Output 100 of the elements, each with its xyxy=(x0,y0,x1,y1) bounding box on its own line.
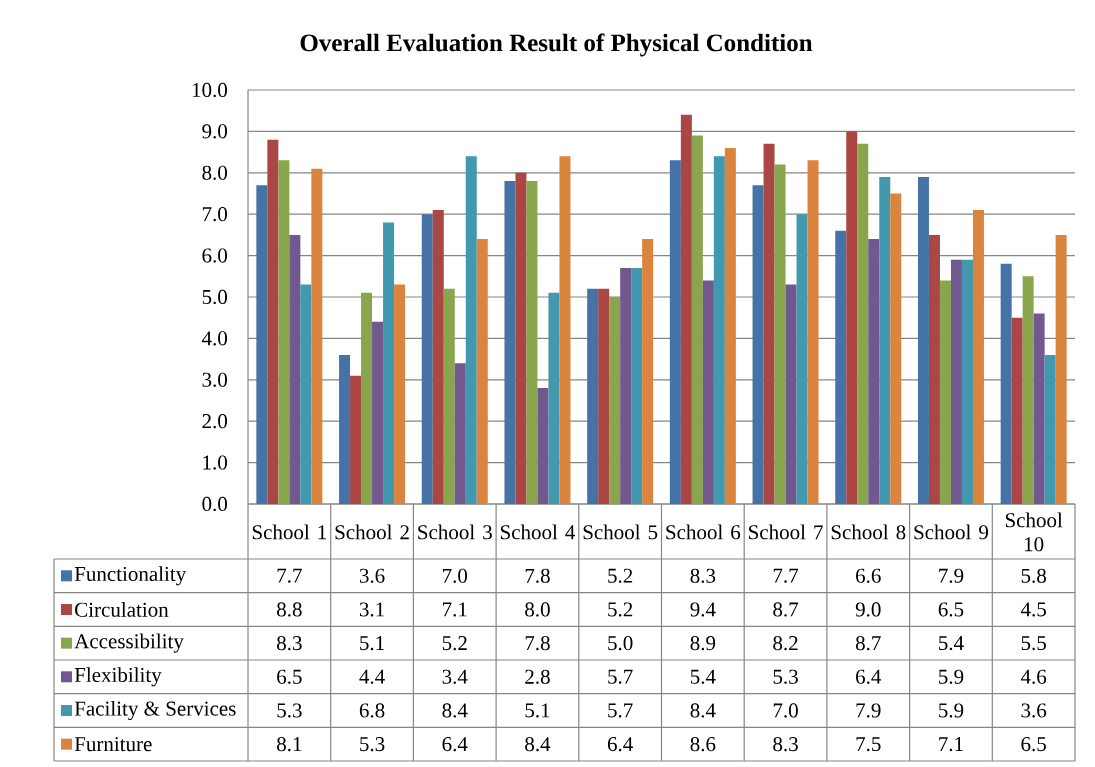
x-tick-label: School 1 xyxy=(252,524,327,540)
bar xyxy=(857,143,869,504)
bar xyxy=(537,388,549,504)
data-label: 5.7 xyxy=(608,703,633,718)
data-label: 5.4 xyxy=(939,636,964,651)
data-label: 8.8 xyxy=(277,602,302,617)
x-tick-label: School 8 xyxy=(831,524,906,540)
bar xyxy=(504,181,516,504)
bar xyxy=(278,160,290,504)
bar xyxy=(785,284,797,504)
bar xyxy=(713,156,725,504)
bar xyxy=(465,156,477,504)
bar xyxy=(526,181,538,504)
bar xyxy=(868,239,880,504)
data-label: 8.3 xyxy=(690,568,716,583)
data-label: 5.5 xyxy=(1021,636,1046,651)
data-label: 6.8 xyxy=(359,703,385,718)
x-tick-label: School 6 xyxy=(666,524,741,540)
y-tick-label: 0.0 xyxy=(202,496,228,512)
data-label: 3.6 xyxy=(359,568,385,583)
bar xyxy=(620,268,632,504)
data-label: 6.6 xyxy=(856,568,881,583)
data-label: 5.3 xyxy=(360,737,385,752)
y-tick-label: 10.0 xyxy=(192,82,228,98)
bar xyxy=(669,160,681,504)
data-label: 8.7 xyxy=(855,636,881,651)
data-label: 5.2 xyxy=(442,636,467,651)
data-label: 7.1 xyxy=(939,737,963,752)
bar xyxy=(702,280,714,504)
data-label: 9.0 xyxy=(855,602,881,617)
data-label: 5.9 xyxy=(939,703,964,718)
data-label: 8.2 xyxy=(773,636,798,651)
x-tick-label: School 3 xyxy=(418,524,492,540)
data-label: 2.8 xyxy=(525,669,550,684)
bar xyxy=(631,268,643,504)
data-label: 3.1 xyxy=(359,602,384,617)
bar xyxy=(724,147,736,504)
data-label: 5.2 xyxy=(608,602,633,617)
bar xyxy=(1055,234,1067,504)
bar xyxy=(835,230,847,504)
bar xyxy=(476,239,488,504)
bar xyxy=(548,292,560,504)
y-tick-label: 2.0 xyxy=(202,414,228,429)
data-label: 5.1 xyxy=(525,703,550,718)
y-tick-label: 5.0 xyxy=(202,289,228,305)
data-label: 5.8 xyxy=(1021,568,1046,583)
data-label: 5.0 xyxy=(608,636,633,651)
bar xyxy=(394,284,406,504)
y-tick-label: 1.0 xyxy=(203,455,228,470)
bar xyxy=(680,114,692,504)
data-label: 8.6 xyxy=(690,737,716,752)
bar xyxy=(383,222,395,504)
data-label: 5.3 xyxy=(277,703,302,718)
data-label: 7.8 xyxy=(525,636,550,651)
y-tick-label: 3.0 xyxy=(202,372,228,387)
bar xyxy=(928,234,940,504)
x-tick-label: School 2 xyxy=(335,524,409,540)
data-label: 4.5 xyxy=(1020,602,1046,617)
data-label: 5.3 xyxy=(773,669,798,684)
bar xyxy=(609,296,621,504)
data-label: 6.5 xyxy=(1021,737,1046,752)
data-label: 7.5 xyxy=(856,737,881,752)
bar xyxy=(1022,276,1034,504)
y-tick-label: 6.0 xyxy=(202,248,228,263)
bar xyxy=(432,210,444,504)
bar xyxy=(300,284,312,504)
bar xyxy=(691,135,703,504)
data-label: 4.4 xyxy=(359,669,385,684)
bar xyxy=(454,363,466,504)
bar xyxy=(1033,313,1045,504)
x-tick-label: School 7 xyxy=(749,524,823,540)
data-label: 8.0 xyxy=(525,602,550,617)
data-label: 6.4 xyxy=(607,737,633,752)
bar xyxy=(961,259,973,504)
bar xyxy=(267,139,279,504)
data-label: 6.5 xyxy=(938,602,964,617)
bar xyxy=(846,131,858,504)
bar xyxy=(443,288,455,504)
data-label: 8.3 xyxy=(773,737,798,752)
data-label: 3.4 xyxy=(442,669,468,684)
bar xyxy=(642,239,654,504)
data-label: 8.1 xyxy=(277,737,302,752)
bar xyxy=(763,143,775,504)
legend-label: Accessibility xyxy=(74,633,184,653)
data-label: 8.3 xyxy=(277,636,302,651)
x-tick-label: School 9 xyxy=(914,524,989,540)
data-label: 7.7 xyxy=(277,568,302,583)
bar xyxy=(774,164,786,504)
bar xyxy=(752,185,764,504)
data-label: 8.7 xyxy=(773,602,799,617)
x-tick-label: School 5 xyxy=(583,524,658,540)
bar xyxy=(1011,317,1023,504)
data-label: 7.9 xyxy=(939,568,964,583)
y-tick-label: 9.0 xyxy=(202,124,228,139)
data-label: 5.2 xyxy=(608,568,633,583)
bar xyxy=(950,259,962,504)
bar xyxy=(807,160,819,504)
bar xyxy=(372,321,384,504)
data-label: 6.4 xyxy=(442,737,468,752)
data-label: 4.6 xyxy=(1020,669,1047,684)
